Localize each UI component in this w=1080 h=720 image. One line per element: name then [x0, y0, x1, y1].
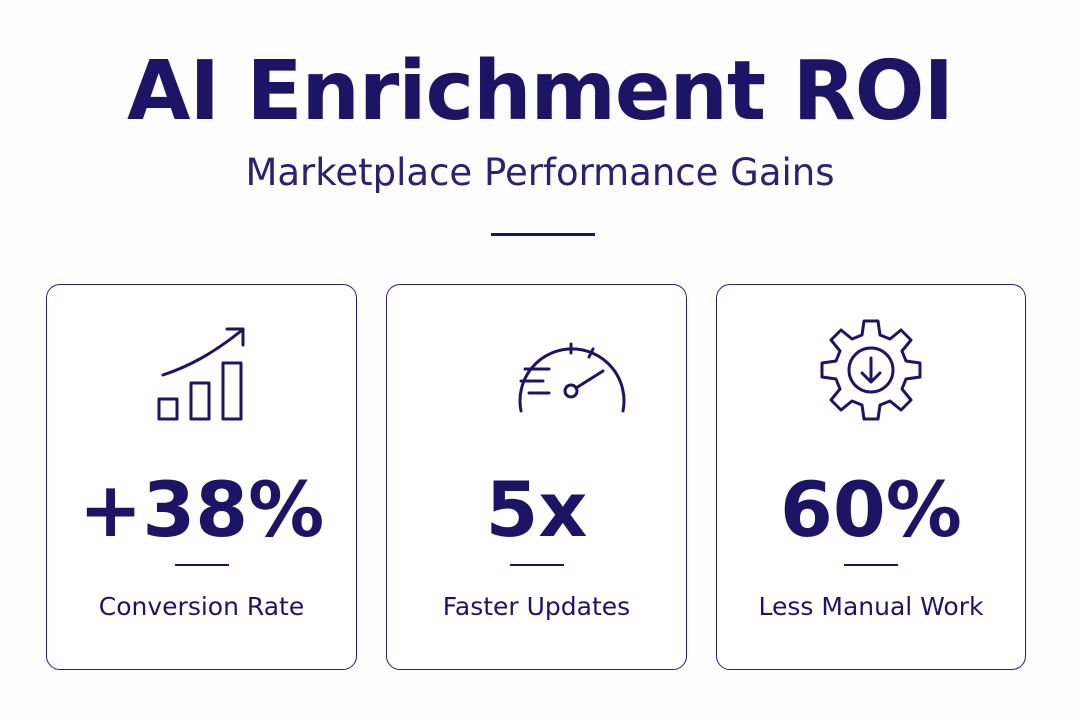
page-subtitle: Marketplace Performance Gains [245, 151, 835, 194]
stat-value: +38% [78, 465, 325, 554]
stat-divider [509, 564, 564, 566]
stat-label: Faster Updates [442, 592, 631, 621]
stat-label: Less Manual Work [758, 592, 984, 621]
stat-card-updates: 5x Faster Updates [386, 284, 687, 670]
speedometer-icon [387, 313, 686, 443]
stat-card-manual-work: 60% Less Manual Work [716, 284, 1026, 670]
stat-value: 60% [780, 465, 962, 554]
gear-download-icon [717, 313, 1025, 443]
page-title: AI Enrichment ROI [127, 44, 954, 139]
stat-label: Conversion Rate [98, 592, 305, 621]
stat-value: 5x [485, 465, 588, 554]
stat-card-conversion: +38% Conversion Rate [46, 284, 357, 670]
growth-chart-icon [47, 313, 356, 443]
stat-divider [844, 564, 898, 566]
title-divider [491, 233, 595, 236]
stat-divider [174, 564, 229, 566]
